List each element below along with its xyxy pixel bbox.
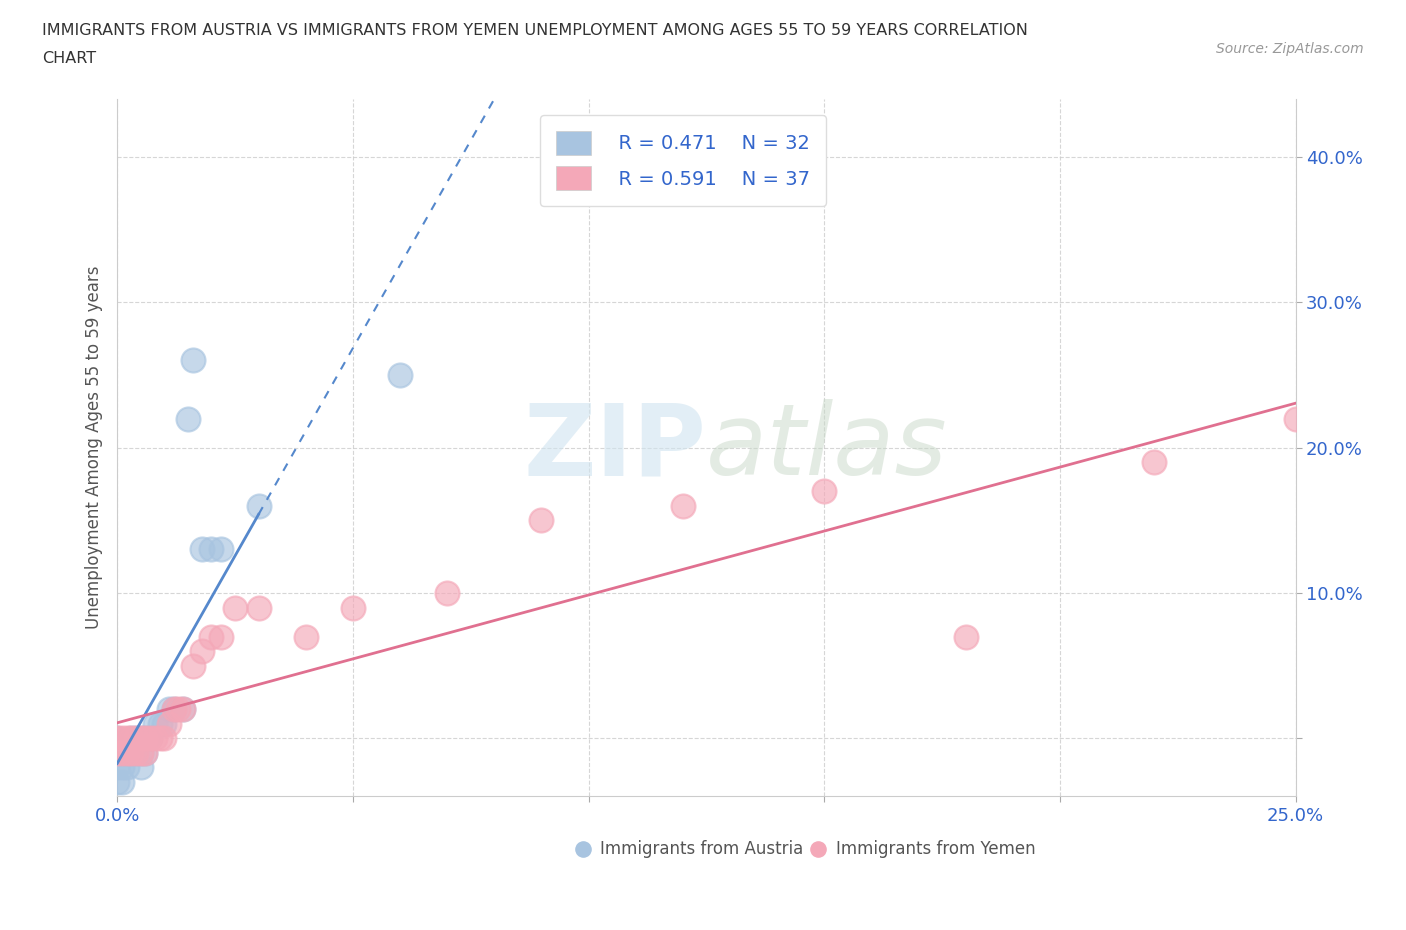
Point [200,629,222,644]
Point [181,658,204,673]
Point [111,760,134,775]
Point [294,629,316,644]
Text: Immigrants from Yemen: Immigrants from Yemen [837,840,1036,857]
Point [163,702,186,717]
Text: ZIP: ZIP [523,399,706,496]
Point [172,702,194,717]
Point [191,644,214,658]
Point [120,731,142,746]
Text: CHART: CHART [42,51,96,66]
Point [120,731,142,746]
Point [129,731,152,746]
Point [125,731,148,746]
Point [111,746,134,761]
Point [115,731,138,746]
Point [143,716,166,731]
Point [172,702,194,717]
Point [1143,455,1166,470]
Point [134,731,156,746]
Point [120,746,142,761]
Point [129,760,152,775]
Text: IMMIGRANTS FROM AUSTRIA VS IMMIGRANTS FROM YEMEN UNEMPLOYMENT AMONG AGES 55 TO 5: IMMIGRANTS FROM AUSTRIA VS IMMIGRANTS FR… [42,23,1028,38]
Point [129,746,152,761]
Point [115,760,138,775]
Point [105,760,128,775]
Point [105,731,128,746]
Text: Source: ZipAtlas.com: Source: ZipAtlas.com [1216,42,1364,56]
Point [125,746,148,761]
Point [530,512,553,527]
Point [436,586,458,601]
Point [672,498,695,513]
Point [209,542,232,557]
Point [120,746,142,761]
Point [105,731,128,746]
Y-axis label: Unemployment Among Ages 55 to 59 years: Unemployment Among Ages 55 to 59 years [86,266,103,630]
Point [139,731,162,746]
Point [125,746,148,761]
Point [111,775,134,790]
Point [111,746,134,761]
Point [134,731,156,746]
Point [125,731,148,746]
Point [134,746,156,761]
Point [153,716,176,731]
Point [342,600,364,615]
Point [157,702,180,717]
Point [955,629,977,644]
Point [177,411,200,426]
Point [209,629,232,644]
Point [813,484,835,498]
Point [129,746,152,761]
Point [105,746,128,761]
Point [157,716,180,731]
Text: atlas: atlas [706,399,948,496]
Point [224,600,246,615]
Point [1284,411,1306,426]
Point [105,746,128,761]
Point [247,600,270,615]
Point [191,542,214,557]
Text: Immigrants from Austria: Immigrants from Austria [600,840,804,857]
Point [388,367,411,382]
Point [153,731,176,746]
Point [143,731,166,746]
Point [247,498,270,513]
Point [115,746,138,761]
Point [149,731,172,746]
Point [167,702,190,717]
Point [129,731,152,746]
Point [181,352,204,367]
Point [134,746,156,761]
Legend:   R = 0.471    N = 32,   R = 0.591    N = 37: R = 0.471 N = 32, R = 0.591 N = 37 [540,115,825,206]
Point [149,716,172,731]
Point [115,746,138,761]
Point [111,731,134,746]
Point [200,542,222,557]
Point [163,702,186,717]
Point [139,731,162,746]
Point [105,775,128,790]
